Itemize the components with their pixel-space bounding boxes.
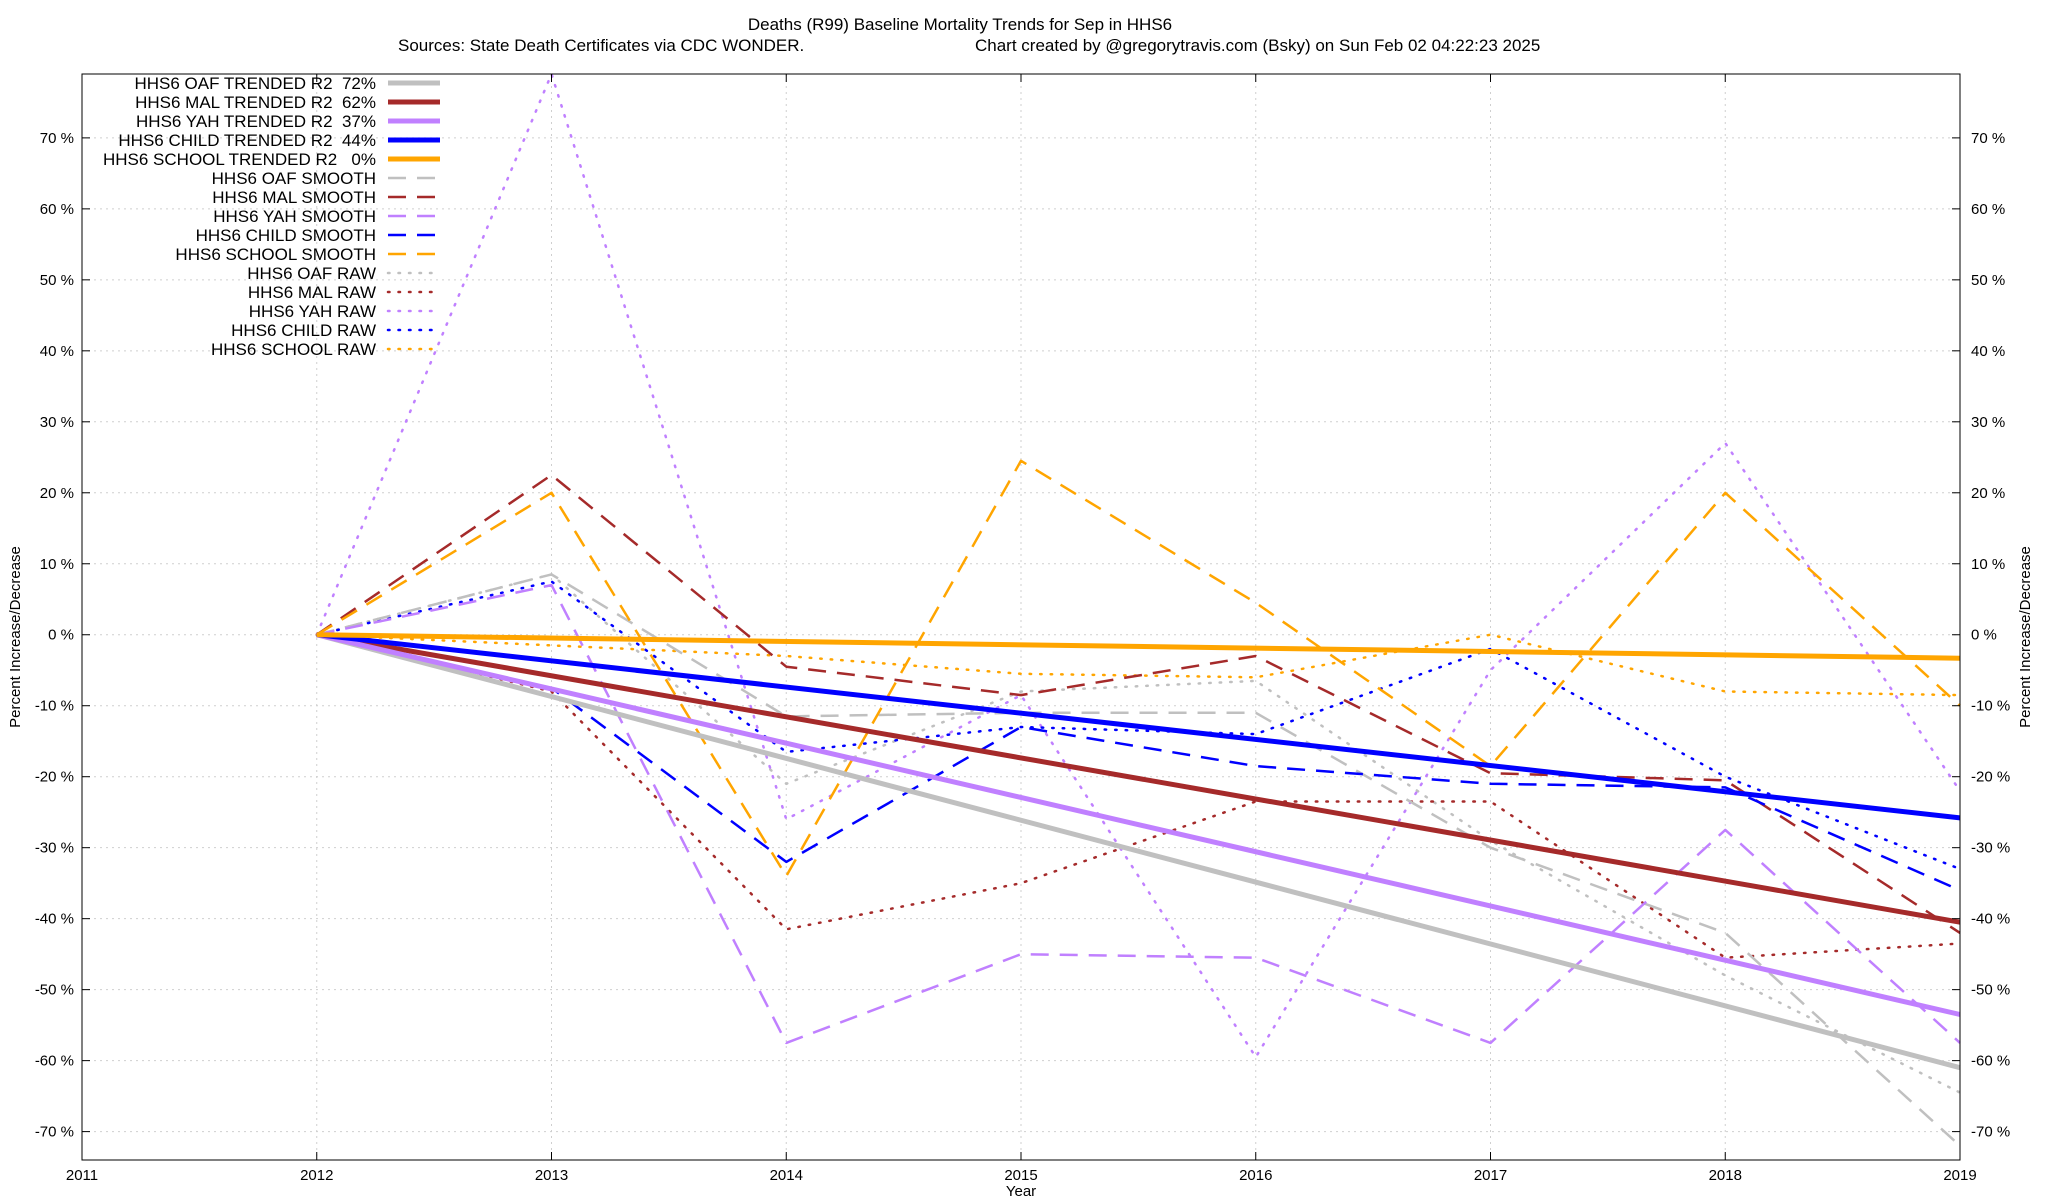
legend-label: HHS6 SCHOOL TRENDED R2 0% [103,150,376,169]
x-tick-label: 2018 [1709,1167,1742,1184]
legend-label: HHS6 CHILD RAW [231,321,376,340]
series-line-oaf-trended [316,632,1961,1071]
series-line-yah-smooth [316,583,1961,1045]
y-axis-label-left: Percent Increase/Decrease [7,546,24,728]
y-tick-label-right: 70 % [1971,130,2005,147]
y-tick-label-left: -20 % [35,769,74,786]
y-tick-label-left: -10 % [35,698,74,715]
legend: HHS6 OAF TRENDED R2 72%HHS6 MAL TRENDED … [103,74,442,359]
x-tick-label: 2014 [770,1167,803,1184]
chart-title: Deaths (R99) Baseline Mortality Trends f… [748,15,1172,34]
y-tick-label-left: -40 % [35,911,74,928]
legend-label: HHS6 MAL TRENDED R2 62% [135,93,376,112]
x-tick-label: 2015 [1004,1167,1037,1184]
axis-ticks: 70 % 70 % 60 % 60 % 50 % 50 % 40 % 40 % 30 % 30 %… [35,74,2010,1184]
legend-label: HHS6 OAF RAW [247,264,376,283]
y-tick-label-left: 70 % [40,130,74,147]
legend-label: HHS6 YAH RAW [249,302,376,321]
x-tick-label: 2013 [535,1167,568,1184]
y-tick-label-right: -50 % [1971,982,2010,999]
x-axis-label: Year [1006,1183,1036,1200]
y-tick-label-left: -50 % [35,982,74,999]
series-line-mal-raw [315,633,1962,959]
y-tick-label-right: -20 % [1971,769,2010,786]
legend-label: HHS6 MAL RAW [248,283,376,302]
series-line-oaf-smooth [316,573,1961,1147]
series-line-school-trended [316,632,1961,661]
y-axis-label-right: Percent Increase/Decrease [2017,546,2034,728]
legend-label: HHS6 YAH TRENDED R2 37% [136,112,376,131]
legend-label: HHS6 SCHOOL RAW [211,340,376,359]
legend-label: HHS6 YAH SMOOTH [213,207,376,226]
y-tick-label-left: 0 % [48,627,74,644]
y-tick-label-left: 30 % [40,414,74,431]
y-tick-label-right: 30 % [1971,414,2005,431]
series-line-mal-trended [316,632,1961,925]
x-tick-label: 2012 [300,1167,333,1184]
legend-label: HHS6 SCHOOL SMOOTH [175,245,376,264]
y-tick-label-right: 60 % [1971,201,2005,218]
legend-label: HHS6 CHILD SMOOTH [196,226,376,245]
legend-label: HHS6 OAF TRENDED R2 72% [134,74,376,93]
series-line-school-smooth [316,459,1961,878]
legend-label: HHS6 MAL SMOOTH [212,188,376,207]
series-line-child-raw [315,580,1962,871]
y-tick-label-right: -70 % [1971,1124,2010,1141]
series-line-yah-raw [315,72,1962,1059]
plot-series [315,72,1962,1147]
y-tick-label-left: -60 % [35,1053,74,1070]
series-line-school-raw [315,633,1962,697]
x-tick-label: 2019 [1943,1167,1976,1184]
legend-label: HHS6 OAF SMOOTH [212,169,376,188]
y-tick-label-left: 60 % [40,201,74,218]
y-tick-label-left: -70 % [35,1124,74,1141]
y-tick-label-right: 20 % [1971,485,2005,502]
y-tick-label-right: 40 % [1971,343,2005,360]
y-tick-label-left: -30 % [35,840,74,857]
y-tick-label-right: -10 % [1971,698,2010,715]
chart-subtitle-source: Sources: State Death Certificates via CD… [398,36,804,55]
y-tick-label-left: 10 % [40,556,74,573]
y-tick-label-right: 10 % [1971,556,2005,573]
legend-label: HHS6 CHILD TRENDED R2 44% [118,131,376,150]
y-tick-label-right: -30 % [1971,840,2010,857]
chart-subtitle-credit: Chart created by @gregorytravis.com (Bsk… [975,36,1540,55]
y-tick-label-left: 40 % [40,343,74,360]
x-tick-label: 2011 [66,1167,98,1184]
series-line-oaf-raw [315,573,1962,1094]
x-tick-label: 2017 [1474,1167,1507,1184]
y-tick-label-right: -40 % [1971,911,2010,928]
y-tick-label-right: -60 % [1971,1053,2010,1070]
y-tick-label-right: 0 % [1971,627,1997,644]
y-tick-label-left: 20 % [40,485,74,502]
x-tick-label: 2016 [1239,1167,1272,1184]
y-tick-label-left: 50 % [40,272,74,289]
series-line-child-trended [316,632,1961,821]
series-line-mal-smooth [316,473,1961,934]
y-tick-label-right: 50 % [1971,272,2005,289]
series-line-yah-trended [316,632,1961,1017]
